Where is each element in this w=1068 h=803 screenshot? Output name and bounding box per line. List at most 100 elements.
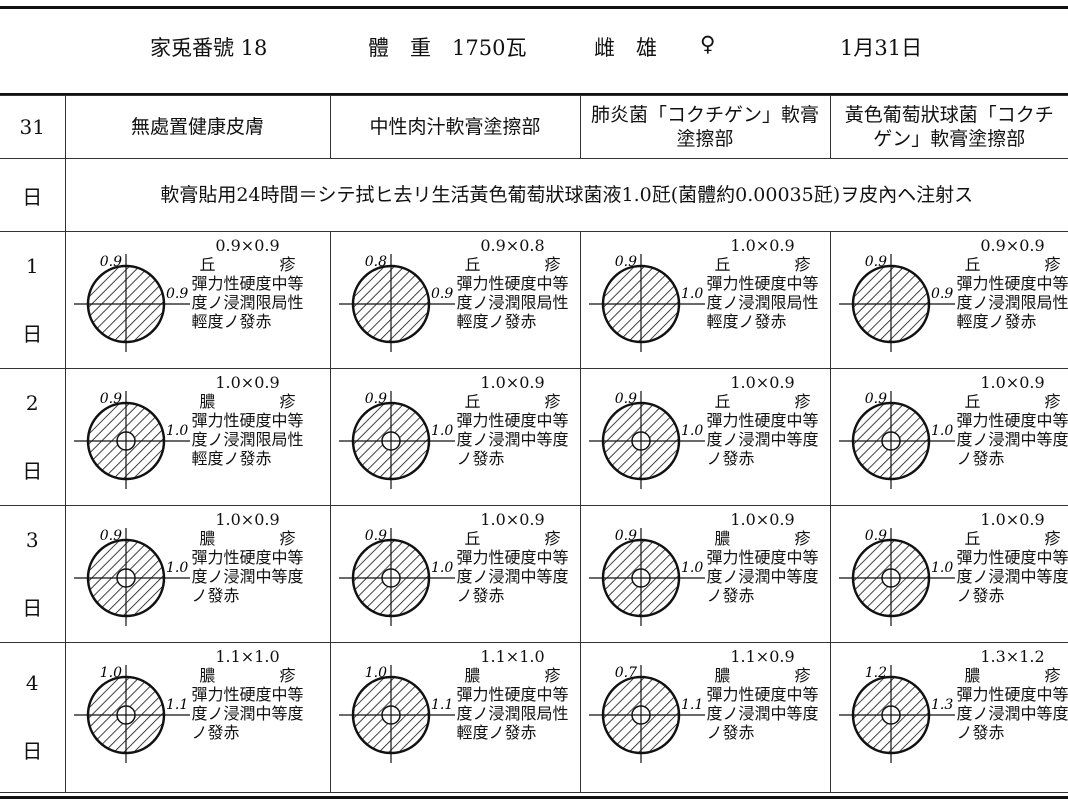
vertical-size: 0.9 (364, 391, 386, 407)
observation-cell: 0.9 1.0 1.0×0.9 丘疹 彈力性硬度中等度ノ浸潤中等度ノ發赤 (329, 368, 581, 506)
lesion-note: 彈力性硬度中等度ノ浸潤中等度ノ發赤 (956, 411, 1068, 468)
procedure: 軟膏貼用24時間＝シテ拭ヒ去リ生活黃色葡萄狀球菌液1.0瓩(菌體約0.00035… (64, 158, 1068, 232)
lesion-diagram: 0.9 1.0 (588, 391, 705, 489)
weight: 體 重 1750瓦 (368, 36, 527, 60)
rabbit-number: 家兎番號 18 (150, 36, 268, 60)
description: 1.0×0.9 膿疹 彈力性硬度中等度ノ浸潤中等度ノ發赤 (707, 510, 819, 605)
observation-cell: 0.9 1.0 1.0×0.9 丘疹 彈力性硬度中等度ノ浸潤中等度ノ發赤 (579, 368, 831, 506)
vertical-size: 0.9 (614, 254, 636, 270)
lesion-diagram: 0.8 0.9 (338, 254, 455, 352)
horizontal-size: 0.9 (931, 286, 953, 302)
column-header: 黃色葡萄狀球菌「コクチゲン」軟膏塗擦部 (829, 95, 1068, 159)
observation-cell: 0.8 0.9 0.9×0.8 丘疹 彈力性硬度中等度ノ浸潤限局性輕度ノ發赤 (329, 231, 581, 369)
horizontal-size: 1.1 (681, 697, 703, 713)
lesion-note: 彈力性硬度中等度ノ浸潤中等度ノ發赤 (956, 548, 1068, 605)
lesion-type: 丘疹 (964, 255, 1061, 274)
size-label: 1.0×0.9 (215, 373, 280, 392)
observation-cell: 0.9 1.0 1.0×0.9 膿疹 彈力性硬度中等度ノ浸潤中等度ノ發赤 (64, 505, 331, 643)
vertical-size: 1.0 (99, 665, 121, 681)
top-rule (0, 6, 1068, 9)
description: 1.1×1.0 膿疹 彈力性硬度中等度ノ浸潤限局性輕度ノ發赤 (457, 647, 569, 742)
vertical-size: 0.9 (864, 391, 886, 407)
column-header: 肺炎菌「コクチゲン」軟膏塗擦部 (579, 95, 831, 159)
day-unit: 日 (22, 458, 43, 483)
size-label: 1.0×0.9 (480, 373, 545, 392)
vertical-size: 0.9 (614, 528, 636, 544)
horizontal-size: 1.0 (931, 423, 953, 439)
lesion-diagram: 1.0 1.1 (73, 665, 190, 763)
vertical-size: 0.9 (614, 391, 636, 407)
size-label: 0.9×0.9 (215, 236, 280, 255)
observation-cell: 0.9 0.9 0.9×0.9 丘疹 彈力性硬度中等度ノ浸潤限局性輕度ノ發赤 (829, 231, 1068, 369)
description: 1.0×0.9 膿疹 彈力性硬度中等度ノ浸潤限局性輕度ノ發赤 (192, 373, 304, 468)
day-unit: 日 (22, 739, 43, 763)
size-label: 1.0×0.9 (980, 373, 1045, 392)
procedure-row: 日軟膏貼用24時間＝シテ拭ヒ去リ生活黃色葡萄狀球菌液1.0瓩(菌體約0.0003… (0, 158, 1068, 232)
size-label: 0.9×0.9 (980, 236, 1045, 255)
size-label: 1.1×1.0 (480, 647, 545, 666)
observation-cell: 0.9 1.0 1.0×0.9 丘疹 彈力性硬度中等度ノ浸潤限局性輕度ノ發赤 (579, 231, 831, 369)
size-label: 1.1×0.9 (730, 647, 795, 666)
horizontal-size: 1.1 (166, 697, 188, 713)
lesion-diagram: 0.9 0.9 (838, 254, 955, 352)
horizontal-size: 1.0 (166, 423, 188, 439)
size-label: 1.0×0.9 (980, 510, 1045, 529)
description: 0.9×0.9 丘疹 彈力性硬度中等度ノ浸潤限局性輕度ノ發赤 (957, 236, 1068, 331)
horizontal-size: 1.3 (931, 697, 953, 713)
sex-label: 雌 雄 (594, 36, 657, 60)
lesion-type: 丘疹 (464, 255, 561, 274)
vertical-size: 0.7 (614, 665, 636, 681)
vertical-size: 0.9 (864, 528, 886, 544)
horizontal-size: 0.9 (166, 286, 188, 302)
sex: ♀ (700, 32, 716, 56)
lesion-diagram: 0.9 1.0 (338, 391, 455, 489)
lesion-type: 膿疹 (464, 666, 561, 685)
lesion-type: 丘疹 (714, 392, 811, 411)
description: 1.0×0.9 膿疹 彈力性硬度中等度ノ浸潤中等度ノ發赤 (192, 510, 304, 605)
size-label: 1.0×0.9 (730, 510, 795, 529)
start-day: 31 (0, 95, 66, 159)
lesion-diagram: 1.2 1.3 (838, 665, 955, 763)
lesion-type: 膿疹 (714, 529, 811, 548)
horizontal-size: 1.0 (681, 560, 703, 576)
vertical-size: 1.2 (864, 665, 886, 681)
vertical-size: 0.9 (99, 254, 121, 270)
lesion-type: 膿疹 (199, 529, 296, 548)
day-row: 4 日 1.0 1.1 1.1×1.0 膿疹 彈力性硬度中等度ノ浸潤中等度ノ發赤 1.0 1.1… (0, 642, 1068, 793)
vertical-size: 1.0 (364, 665, 386, 681)
horizontal-size: 1.0 (431, 560, 453, 576)
lesion-diagram: 0.9 1.0 (838, 391, 955, 489)
column-header: 中性肉汁軟膏塗擦部 (329, 95, 581, 159)
vertical-size: 0.9 (99, 391, 121, 407)
day-number: 2 (25, 390, 39, 415)
lesion-diagram: 0.9 1.0 (73, 528, 190, 626)
horizontal-size: 1.0 (931, 560, 953, 576)
vertical-size: 0.9 (99, 528, 121, 544)
day-number: 4 (25, 671, 39, 695)
lesion-note: 彈力性硬度中等度ノ浸潤中等度ノ發赤 (706, 548, 819, 605)
horizontal-size: 1.0 (166, 560, 188, 576)
lesion-note: 彈力性硬度中等度ノ浸潤限局性輕度ノ發赤 (706, 274, 819, 331)
day-row: 2 日 0.9 1.0 1.0×0.9 膿疹 彈力性硬度中等度ノ浸潤限局性輕度ノ發赤 0.9 1… (0, 368, 1068, 506)
lesion-type: 丘疹 (464, 392, 561, 411)
column-header: 無處置健康皮膚 (64, 95, 331, 159)
day-number: 3 (25, 527, 39, 552)
lesion-note: 彈力性硬度中等度ノ浸潤限局性輕度ノ發赤 (191, 274, 304, 331)
day-row: 1 日 0.9 0.9 0.9×0.9 丘疹 彈力性硬度中等度ノ浸潤限局性輕度ノ發赤 0.8 0… (0, 231, 1068, 369)
bottom-rule (0, 796, 1068, 799)
lesion-note: 彈力性硬度中等度ノ浸潤中等度ノ發赤 (956, 685, 1068, 742)
description: 1.1×1.0 膿疹 彈力性硬度中等度ノ浸潤中等度ノ發赤 (192, 647, 304, 742)
size-label: 0.9×0.8 (480, 236, 545, 255)
size-label: 1.0×0.9 (730, 236, 795, 255)
observation-cell: 0.9 1.0 1.0×0.9 丘疹 彈力性硬度中等度ノ浸潤中等度ノ發赤 (329, 505, 581, 643)
observation-cell: 1.0 1.1 1.1×1.0 膿疹 彈力性硬度中等度ノ浸潤限局性輕度ノ發赤 (329, 642, 581, 793)
observation-cell: 0.9 1.0 1.0×0.9 膿疹 彈力性硬度中等度ノ浸潤中等度ノ發赤 (579, 505, 831, 643)
lesion-type: 膿疹 (199, 666, 296, 685)
lesion-note: 彈力性硬度中等度ノ浸潤中等度ノ發赤 (456, 411, 569, 468)
vertical-size: 0.8 (364, 254, 386, 270)
lesion-diagram: 0.9 1.0 (838, 528, 955, 626)
lesion-note: 彈力性硬度中等度ノ浸潤限局性輕度ノ發赤 (956, 274, 1068, 331)
